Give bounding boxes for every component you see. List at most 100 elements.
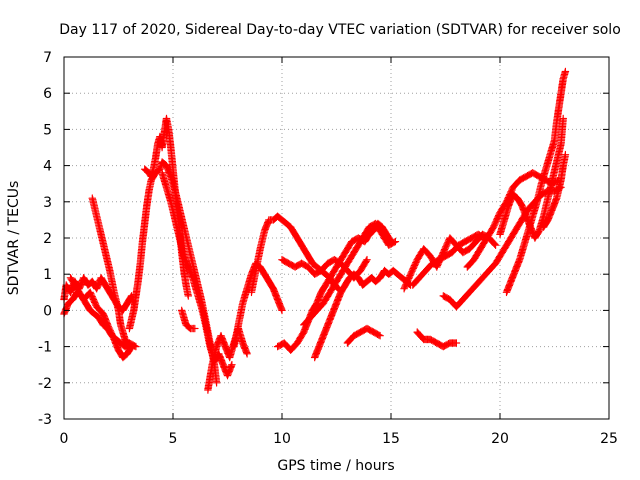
- data-point: [385, 233, 388, 236]
- data-point: [353, 273, 355, 276]
- data-point: [146, 204, 148, 207]
- data-point: [263, 273, 266, 276]
- y-tick-label: 7: [43, 50, 52, 66]
- data-point: [276, 215, 279, 218]
- data-point: [333, 258, 336, 261]
- data-point: [65, 284, 67, 286]
- data-point: [165, 186, 168, 189]
- data-point: [82, 298, 85, 301]
- data-point: [523, 244, 525, 247]
- x-tick-label: 15: [382, 431, 400, 447]
- data-point: [359, 269, 362, 272]
- y-tick-label: 3: [43, 195, 52, 211]
- data-point: [507, 240, 510, 243]
- data-point: [512, 193, 514, 196]
- data-point: [562, 117, 565, 120]
- data-point: [344, 251, 347, 254]
- data-point: [344, 284, 347, 286]
- data-point: [324, 284, 327, 286]
- data-point: [562, 77, 565, 80]
- data-point: [322, 334, 325, 337]
- y-tick-label: -3: [38, 412, 52, 428]
- data-point: [276, 345, 279, 348]
- data-point: [558, 106, 560, 109]
- data-point: [316, 309, 318, 312]
- data-point: [152, 168, 155, 171]
- data-point: [285, 222, 288, 225]
- data-point: [183, 255, 185, 257]
- data-point: [309, 316, 312, 319]
- data-point: [335, 280, 338, 283]
- data-point: [180, 309, 183, 312]
- data-point: [438, 258, 440, 261]
- data-point: [560, 179, 562, 181]
- data-point: [165, 117, 168, 120]
- data-point: [518, 258, 521, 261]
- data-point: [296, 342, 299, 344]
- data-point: [403, 287, 405, 290]
- data-point: [416, 331, 418, 333]
- data-point: [128, 345, 131, 348]
- data-point: [449, 237, 451, 239]
- data-point: [95, 287, 98, 290]
- data-point: [183, 269, 185, 272]
- data-point: [326, 262, 329, 265]
- series-s14: [300, 219, 400, 329]
- data-point: [124, 345, 126, 348]
- data-point: [379, 334, 381, 337]
- data-point: [494, 262, 497, 265]
- y-tick-label: 4: [43, 159, 52, 175]
- axis-ticks: 0 5 10 15 20 25 -3 -2 -1 0 1 2 3 4 5 6 7: [38, 50, 618, 447]
- data-point: [370, 277, 373, 279]
- data-point: [313, 273, 316, 276]
- data-point: [215, 345, 218, 348]
- data-point: [272, 287, 275, 290]
- data-point: [346, 342, 349, 344]
- data-point: [507, 204, 510, 207]
- data-point: [174, 219, 176, 221]
- data-point: [486, 237, 488, 239]
- data-point: [542, 215, 545, 218]
- data-point: [241, 342, 244, 344]
- data-point: [464, 240, 466, 243]
- x-axis-label: GPS time / hours: [277, 458, 394, 474]
- series-s7: [158, 169, 236, 380]
- data-point: [366, 327, 368, 330]
- data-point: [337, 262, 340, 265]
- data-point: [250, 291, 253, 294]
- data-point: [337, 287, 340, 290]
- data-point: [231, 363, 233, 366]
- data-point: [361, 284, 364, 286]
- data-point: [470, 237, 473, 239]
- data-point: [246, 353, 248, 355]
- data-point: [379, 277, 381, 279]
- data-point: [126, 353, 129, 355]
- data-point: [154, 157, 157, 160]
- data-point: [89, 291, 91, 294]
- data-point: [159, 168, 161, 171]
- data-point: [322, 302, 325, 304]
- data-point: [350, 240, 353, 243]
- data-point: [547, 197, 549, 199]
- data-point: [167, 128, 170, 131]
- data-point: [200, 305, 203, 308]
- data-point: [263, 229, 266, 232]
- data-point: [527, 229, 530, 232]
- data-point: [499, 211, 501, 214]
- data-point: [555, 121, 558, 123]
- data-point: [475, 284, 477, 286]
- data-point: [122, 356, 124, 359]
- data-point: [93, 313, 96, 315]
- data-point: [67, 302, 70, 304]
- data-point: [468, 248, 471, 250]
- data-point: [209, 345, 211, 348]
- data-point: [444, 255, 447, 257]
- data-point: [331, 273, 333, 276]
- data-point: [233, 345, 235, 348]
- series-s8: [177, 306, 199, 333]
- data-point: [298, 240, 301, 243]
- data-point: [429, 255, 432, 257]
- y-axis-label: SDTVAR / TECUs: [6, 181, 22, 296]
- data-point: [215, 382, 218, 384]
